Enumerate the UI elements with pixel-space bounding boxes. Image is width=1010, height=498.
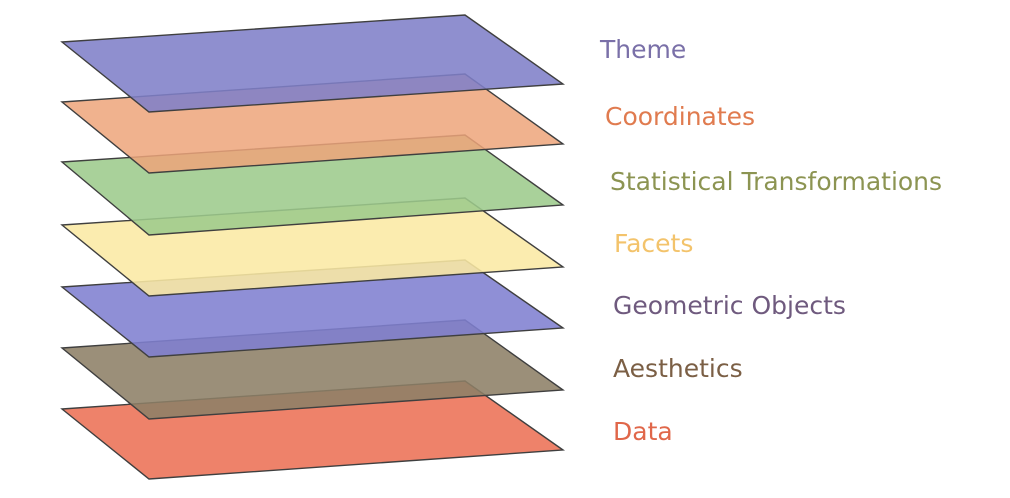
layer-label-facets: Facets — [614, 229, 693, 258]
layer-label-aesthetics: Aesthetics — [613, 354, 743, 383]
layer-plane-theme — [60, 14, 566, 113]
layer-label-geometric-objects: Geometric Objects — [613, 291, 846, 320]
layer-label-theme: Theme — [599, 35, 686, 64]
layer-label-data: Data — [613, 417, 673, 446]
layer-label-coordinates: Coordinates — [605, 102, 755, 131]
layer-label-statistical-transformations: Statistical Transformations — [610, 167, 942, 196]
